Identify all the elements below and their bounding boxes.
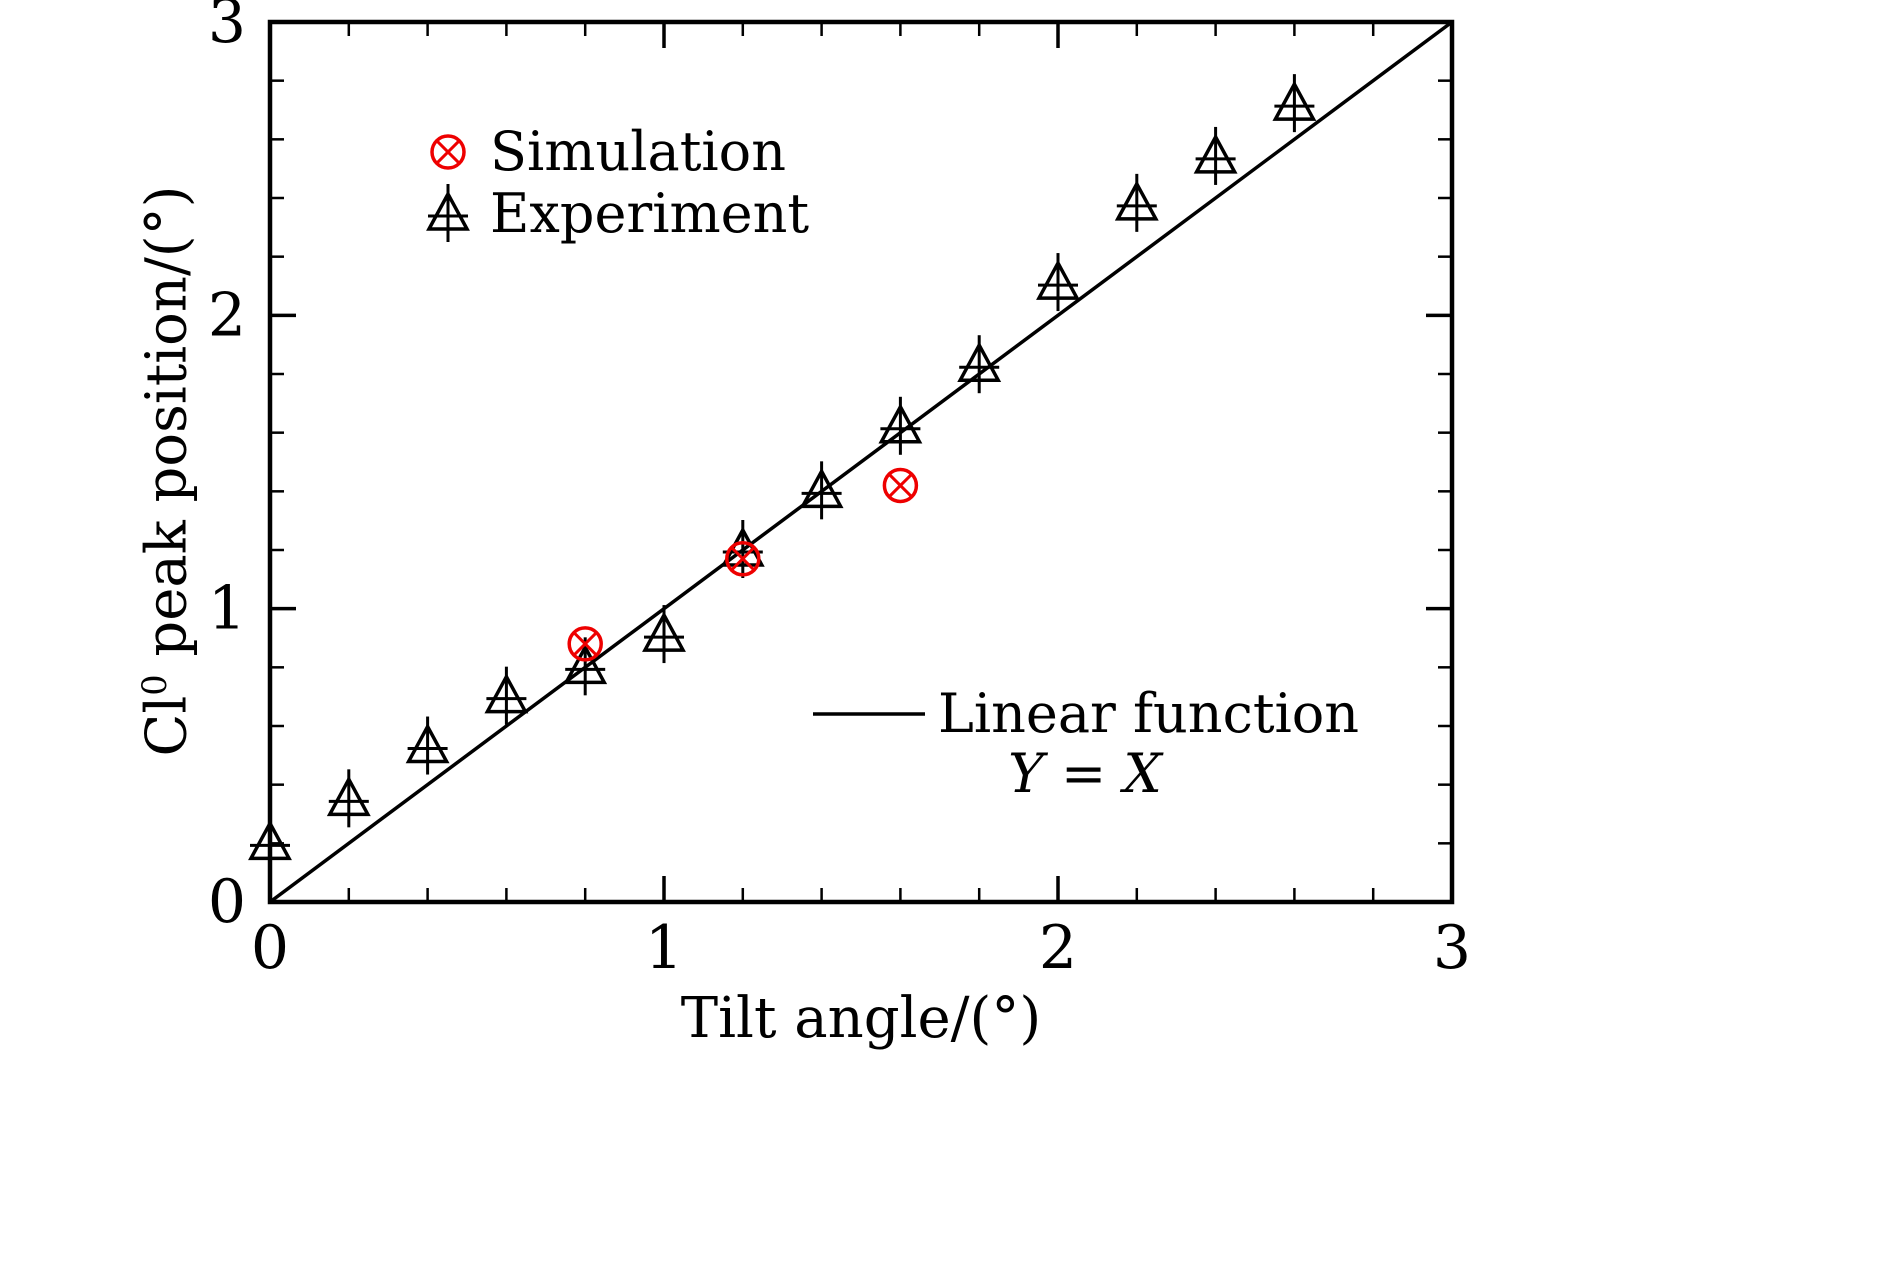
y-tick-label: 3 [208,0,246,57]
legend-marker-simulation [430,134,466,170]
legend-label-linear-function: Linear function [938,682,1360,745]
legend-label-experiment: Experiment [490,182,810,245]
x-axis-title: Tilt angle/(°) [680,986,1042,1051]
axis-ticks [268,20,1454,904]
legend-equation: Y = X [1008,742,1162,805]
y-axis-title-element: Cl [134,695,200,757]
y-axis-title-rest: peak position/(°) [134,185,200,675]
plot-frame [267,19,1455,905]
y-axis-title-superscript: 0 [135,674,174,696]
legend-marker-experiment [426,184,470,242]
x-tick-label: 0 [251,913,289,983]
y-tick-label: 1 [208,574,246,644]
line-series-linear-function [268,20,1454,904]
series-experiment [248,74,1317,872]
series-simulation [567,467,919,662]
y-tick-label: 2 [208,280,246,350]
y-axis-title: Cl0 peak position/(°) [120,71,200,871]
legend-label-simulation: Simulation [490,120,786,183]
x-tick-label: 3 [1433,913,1471,983]
x-tick-label: 2 [1039,913,1077,983]
y-tick-label: 0 [208,867,246,937]
x-tick-label: 1 [645,913,683,983]
